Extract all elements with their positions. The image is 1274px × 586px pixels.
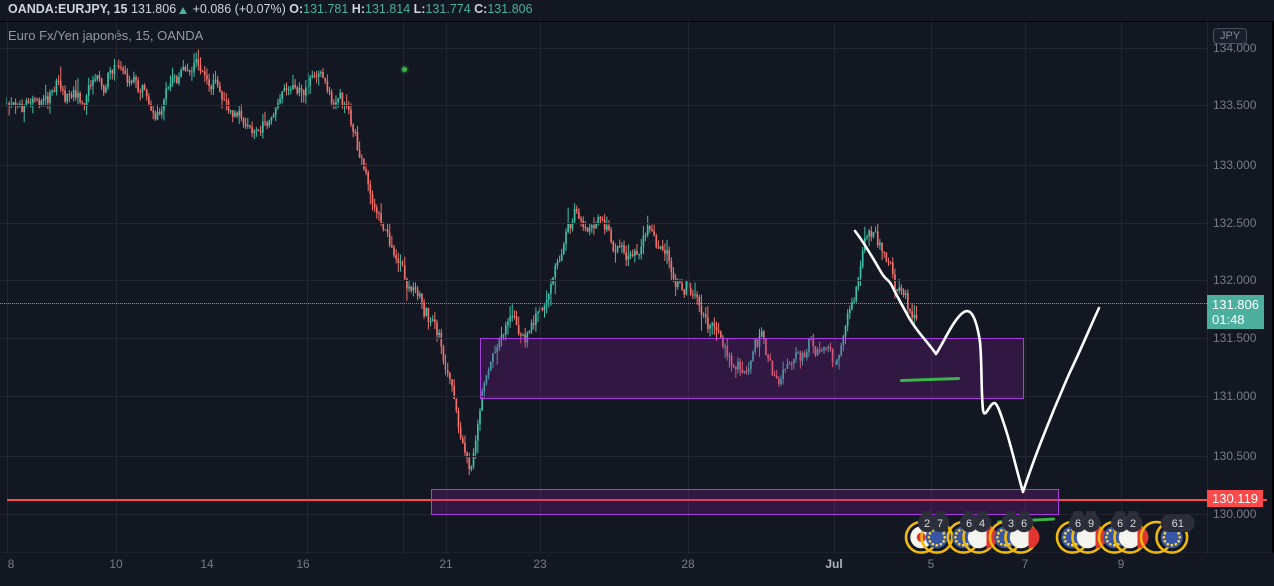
svg-text:3: 3 [1008,518,1014,530]
svg-text:6: 6 [966,518,972,530]
svg-text:6: 6 [1021,518,1027,530]
svg-text:9: 9 [1088,518,1094,530]
svg-text:6: 6 [1117,518,1123,530]
svg-text:61: 61 [1172,518,1184,530]
svg-text:7: 7 [937,518,943,530]
svg-text:6: 6 [1075,518,1081,530]
svg-text:4: 4 [979,518,985,530]
svg-text:2: 2 [924,518,930,530]
svg-text:2: 2 [1130,518,1136,530]
